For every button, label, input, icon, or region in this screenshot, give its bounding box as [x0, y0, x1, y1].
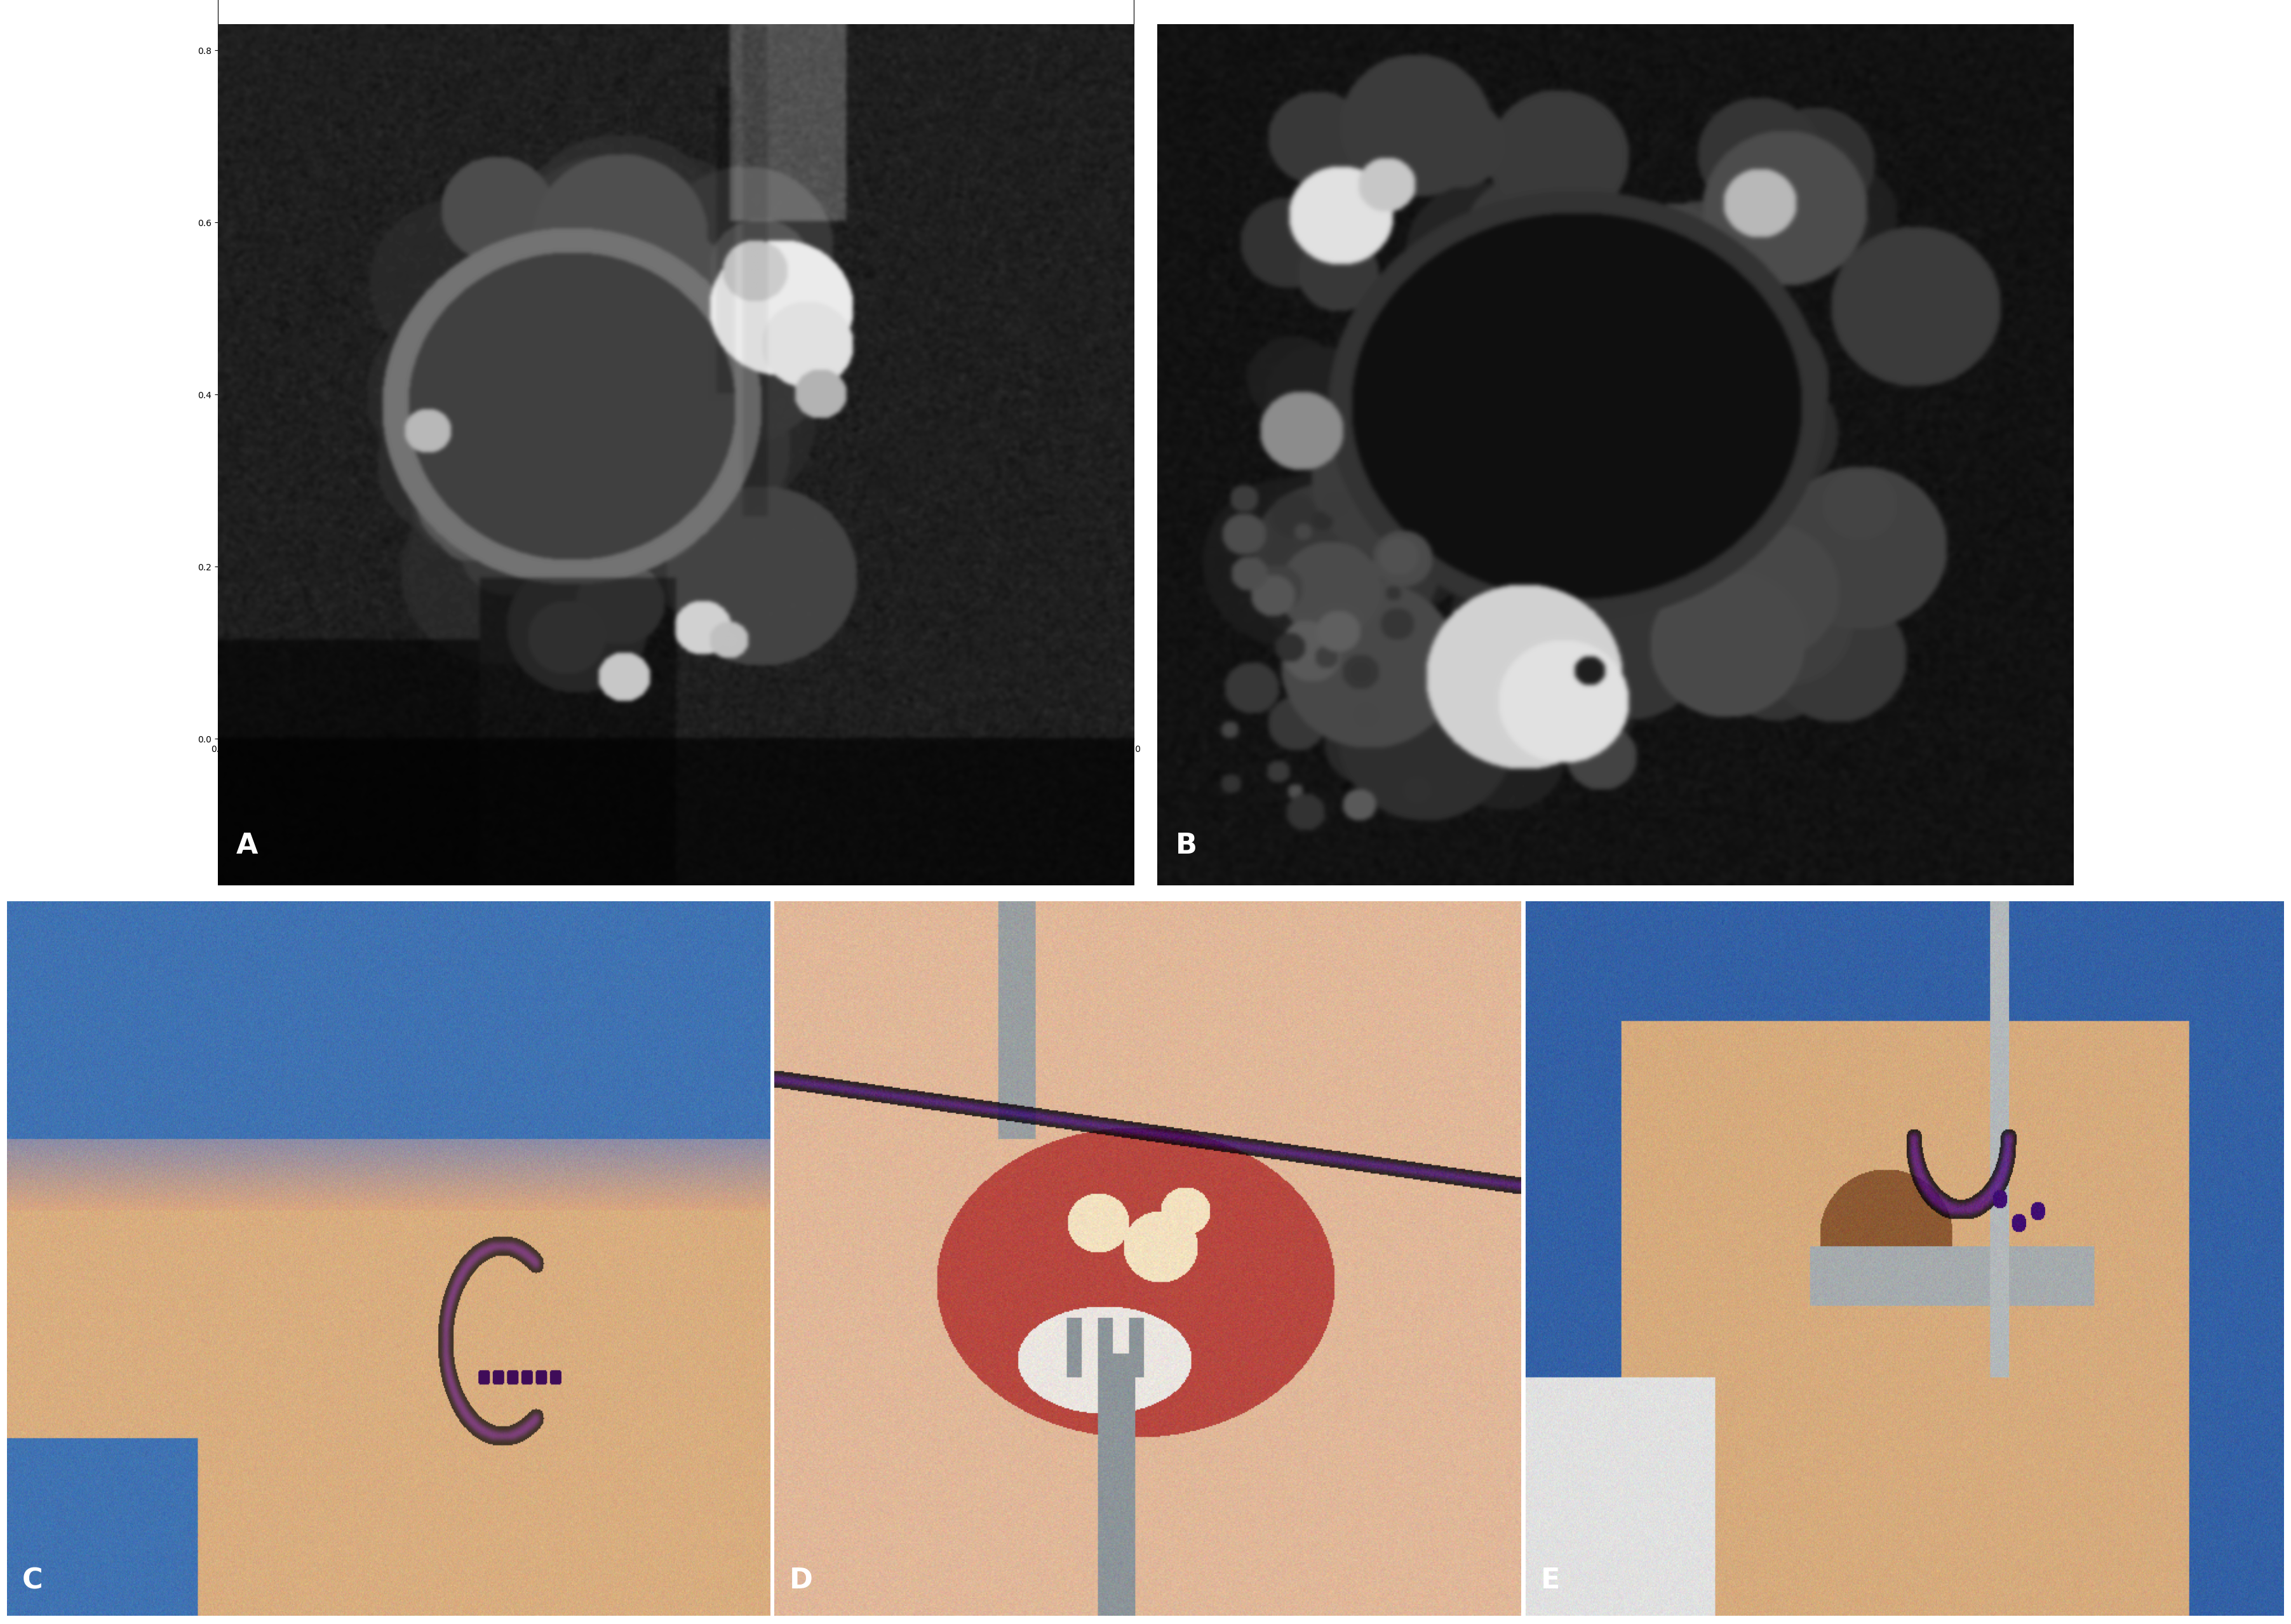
Text: E: E: [1542, 1567, 1560, 1595]
Text: A: A: [236, 831, 259, 859]
Text: C: C: [23, 1567, 44, 1595]
Text: B: B: [1175, 831, 1196, 859]
Text: D: D: [790, 1567, 813, 1595]
